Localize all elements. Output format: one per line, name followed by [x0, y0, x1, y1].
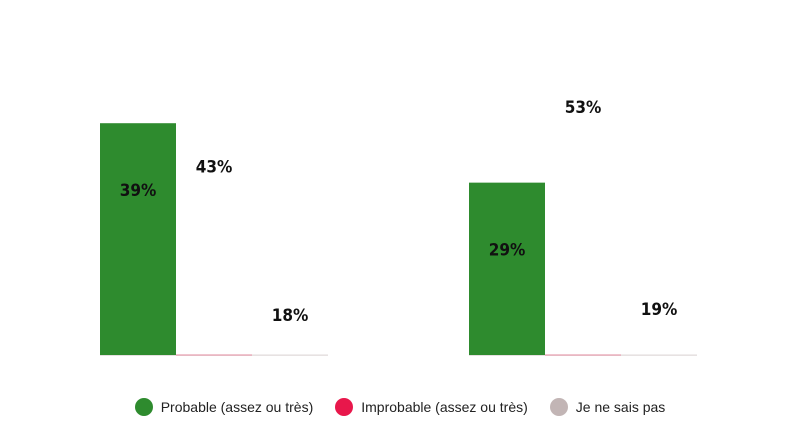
legend-label-probable: Probable (assez ou très) — [160, 399, 314, 415]
legend-swatch-je-ne-sais-pas — [549, 398, 568, 416]
data-label-probable-group-1: 39% — [120, 181, 157, 201]
bar-probable-group-1 — [100, 123, 176, 355]
legend-label-je-ne-sais-pas: Je ne sais pas — [575, 399, 666, 415]
legend-swatch-improbable — [335, 398, 354, 416]
data-label-improbable-group-2: 53% — [565, 98, 602, 118]
data-label-improbable-group-1: 43% — [196, 157, 233, 177]
legend-item-je-ne-sais-pas: Je ne sais pas — [549, 398, 666, 416]
legend-label-improbable: Improbable (assez ou très) — [361, 399, 528, 415]
bar-improbable-group-1 — [176, 99, 252, 355]
data-label-probable-group-2: 29% — [489, 241, 526, 261]
bar-je-ne-sais-pas-group-2 — [621, 242, 697, 355]
bar-probable-group-2 — [469, 182, 545, 355]
bar-je-ne-sais-pas-group-1 — [252, 248, 328, 355]
legend: Probable (assez ou très) Improbable (ass… — [0, 398, 800, 416]
legend-item-probable: Probable (assez ou très) — [134, 398, 314, 416]
legend-swatch-probable — [134, 398, 153, 416]
data-label-je-ne-sais-pas-group-1: 18% — [272, 306, 309, 326]
data-label-je-ne-sais-pas-group-2: 19% — [641, 300, 678, 320]
legend-item-improbable: Improbable (assez ou très) — [335, 398, 528, 416]
bar-improbable-group-2 — [545, 40, 621, 355]
